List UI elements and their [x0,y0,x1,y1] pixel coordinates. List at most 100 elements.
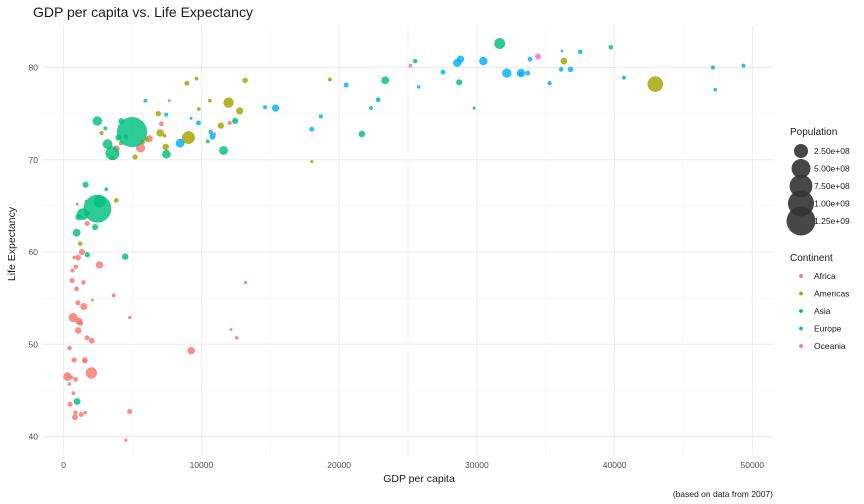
continent-legend-key [799,309,803,313]
data-point-europe [558,67,564,72]
data-point-oceania [408,63,413,68]
y-tick-label: 70 [29,155,39,165]
population-legend-key [789,174,813,198]
data-point-asia [713,87,718,92]
continent-legend-label: Americas [814,289,849,299]
data-point-africa [95,261,104,269]
x-tick-label: 30000 [465,460,489,470]
data-point-europe [502,68,512,78]
data-point-europe [547,81,552,86]
population-legend-key [793,143,809,159]
chart-caption: (based on data from 2007) [673,489,773,499]
data-point-africa [187,346,196,355]
data-point-americas [156,129,164,137]
data-point-africa [73,264,78,269]
data-point-asia [369,106,373,110]
data-point-asia [105,146,120,161]
y-axis-title: Life Expectancy [6,206,18,281]
data-point-africa [67,401,73,407]
data-point-africa [85,367,98,379]
data-point-asia [413,58,418,64]
data-point-americas [113,198,119,203]
data-point-europe [578,49,583,55]
continent-legend-key [799,274,803,278]
data-point-africa [167,99,171,103]
population-legend-label: 7.50e+08 [814,181,850,191]
continent-legend: Continent Africa Americas Asia Europe Oceani… [790,253,849,351]
data-point-europe [560,49,564,53]
data-point-asia [102,139,113,149]
data-point-asia [104,187,109,192]
data-point-europe [525,70,531,76]
population-legend-key [786,206,816,236]
data-point-americas [155,111,161,117]
data-point-asia [472,106,476,110]
data-point-africa [243,280,248,285]
data-point-asia [162,149,171,159]
data-point-americas [223,97,234,108]
data-point-asia [710,65,716,70]
data-point-africa [69,278,75,284]
y-axis-ticks: 40 50 60 70 80 [29,63,39,442]
data-point-americas [132,154,138,160]
data-point-africa [90,298,94,302]
data-point-africa [75,317,83,325]
data-point-europe [741,63,746,68]
x-axis-ticks: 0 10000 20000 30000 40000 50000 [61,460,764,470]
data-point-africa [111,293,116,298]
data-point-africa [128,315,132,320]
data-point-africa [75,202,79,206]
data-point-africa [73,410,78,415]
data-point-europe [208,129,214,135]
data-point-europe [567,66,574,73]
data-point-europe [621,75,626,80]
data-point-africa [71,357,77,363]
data-point-asia [494,38,506,49]
data-point-asia [116,117,147,148]
continent-legend-label: Africa [814,271,836,281]
data-point-europe [209,133,216,140]
data-point-americas [162,143,169,151]
continent-legend-key [799,344,803,348]
data-point-africa [227,120,232,126]
population-legend-label: 5.00e+08 [814,164,850,174]
data-point-africa [70,268,75,273]
data-point-africa [81,280,86,285]
y-tick-label: 60 [29,247,39,257]
data-point-europe [440,69,446,75]
population-legend-title: Population [790,127,837,138]
data-point-africa [88,337,95,344]
data-point-africa [74,327,82,334]
data-point-europe [516,68,526,78]
data-point-africa [67,382,72,386]
data-point-americas [182,131,195,145]
data-point-americas [310,160,314,164]
data-point-asia [219,146,228,155]
data-point-americas [560,57,568,65]
data-point-europe [272,104,280,112]
data-point-americas [77,241,83,246]
population-legend-label: 1.00e+09 [814,199,850,209]
data-point-americas [207,98,212,103]
data-point-africa [127,409,133,415]
x-tick-label: 0 [61,460,66,470]
data-point-asia [72,228,81,237]
data-point-europe [164,112,169,117]
data-point-africa [68,312,78,323]
data-point-asia [103,126,108,131]
data-point-americas [194,76,199,81]
data-point-europe [375,97,381,103]
data-points [63,38,746,442]
data-point-americas [242,77,248,84]
data-point-americas [236,107,244,115]
x-tick-label: 20000 [327,460,351,470]
data-point-europe [318,114,323,119]
x-tick-label: 40000 [603,460,627,470]
data-point-africa [78,248,85,256]
y-tick-label: 50 [29,339,39,349]
data-point-asia [84,252,90,258]
data-point-asia [93,195,106,208]
data-point-europe [456,55,465,63]
data-point-europe [143,98,148,103]
